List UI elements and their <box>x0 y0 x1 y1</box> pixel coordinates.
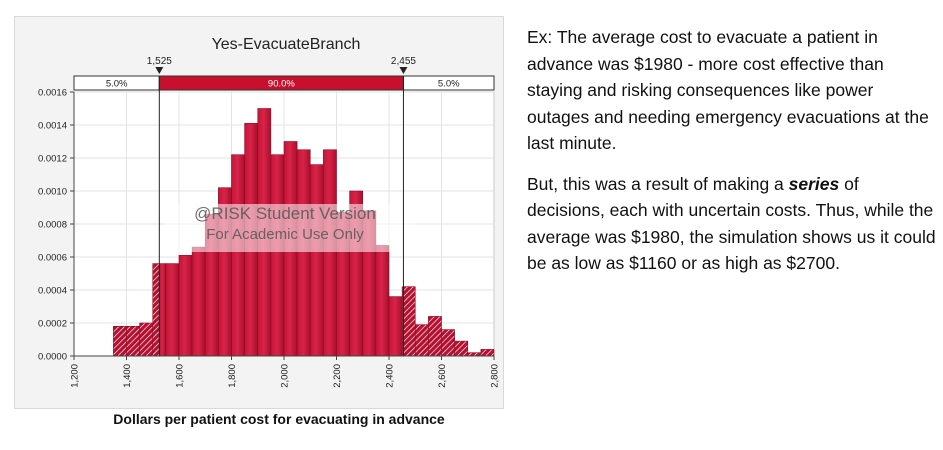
histogram-bar <box>310 164 324 356</box>
y-tick-label: 0.0004 <box>38 286 67 297</box>
x-tick-label: 1,800 <box>227 364 238 388</box>
histogram-bar <box>467 352 481 356</box>
histogram-bar <box>415 324 429 356</box>
x-tick-label: 2,400 <box>385 364 396 388</box>
axes: 0.0000 0.0002 0.0004 0.0006 0.0008 0.0010 0.00… <box>38 88 501 388</box>
histogram-bar <box>165 263 179 356</box>
histogram-bar <box>297 149 311 356</box>
explanation-paragraph-1: Ex: The average cost to evacuate a patie… <box>527 27 929 153</box>
chart-caption: Dollars per patient cost for evacuating … <box>113 411 445 427</box>
x-tick-label: 1,200 <box>70 364 81 388</box>
y-tick-label: 0.0006 <box>38 253 67 264</box>
explanation-paragraph-2: But, this was a result of making a serie… <box>527 171 937 277</box>
explanation-text: Ex: The average cost to evacuate a patie… <box>527 24 937 291</box>
y-tick-label: 0.0000 <box>38 352 67 363</box>
explanation-p2-start: But, this was a result of making a <box>527 173 789 194</box>
y-tick-label: 0.0002 <box>38 319 67 330</box>
y-tick-label: 0.0008 <box>38 220 67 231</box>
y-tick-label: 0.0012 <box>38 154 67 165</box>
right-delimiter-value: 2,455 <box>391 56 416 67</box>
y-tick-label: 0.0010 <box>38 187 67 198</box>
histogram-bar <box>428 316 442 356</box>
left-delimiter-value: 1,525 <box>147 56 172 67</box>
y-tick-label: 0.0014 <box>38 121 67 132</box>
x-tick-label: 2,000 <box>280 364 291 388</box>
right-delimiter-marker-icon <box>399 67 408 74</box>
watermark-band <box>165 204 415 252</box>
histogram-bar <box>179 255 193 356</box>
x-tick-label: 2,800 <box>490 364 501 388</box>
y-tick-label: 0.0016 <box>38 88 67 99</box>
histogram-bar <box>192 247 206 356</box>
histogram-bar <box>403 286 416 356</box>
histogram-bar <box>231 154 245 356</box>
right-tail-percent: 5.0% <box>438 79 460 90</box>
histogram-bar <box>270 154 284 356</box>
histogram-bar <box>323 149 337 356</box>
watermark-line1: @RISK Student Version <box>194 204 376 223</box>
histogram-bar <box>480 349 494 356</box>
x-tick-label: 1,600 <box>175 364 186 388</box>
emphasis-series: series <box>788 173 840 194</box>
histogram-bar <box>126 326 140 356</box>
histogram-bar <box>402 286 404 356</box>
x-tick-label: 2,200 <box>332 364 343 388</box>
histogram-chart: Yes-EvacuateBranch @RISK Student Version… <box>38 36 501 388</box>
histogram-bar <box>159 263 166 356</box>
delimiter-band: 5.0% 90.0% 5.0% 1,525 2,455 <box>73 56 495 356</box>
x-tick-label: 2,600 <box>437 364 448 388</box>
histogram-bar <box>152 263 160 356</box>
middle-percent: 90.0% <box>268 79 295 90</box>
chart-title: Yes-EvacuateBranch <box>212 36 361 53</box>
explanation-p2-end: of decisions, each with uncertain costs.… <box>527 173 936 274</box>
x-tick-label: 1,400 <box>122 364 133 388</box>
histogram-bar <box>389 296 403 356</box>
histogram-bar <box>139 323 153 356</box>
left-delimiter-marker-icon <box>155 67 164 74</box>
watermark-line2: For Academic Use Only <box>206 226 364 243</box>
chart-panel: Yes-EvacuateBranch @RISK Student Version… <box>14 16 504 409</box>
histogram-bar <box>113 326 127 356</box>
left-tail-percent: 5.0% <box>106 79 128 90</box>
histogram-bar <box>375 245 389 356</box>
histogram-bar <box>454 341 468 356</box>
watermark: @RISK Student Version For Academic Use O… <box>165 204 415 252</box>
histogram-bar <box>441 329 455 356</box>
